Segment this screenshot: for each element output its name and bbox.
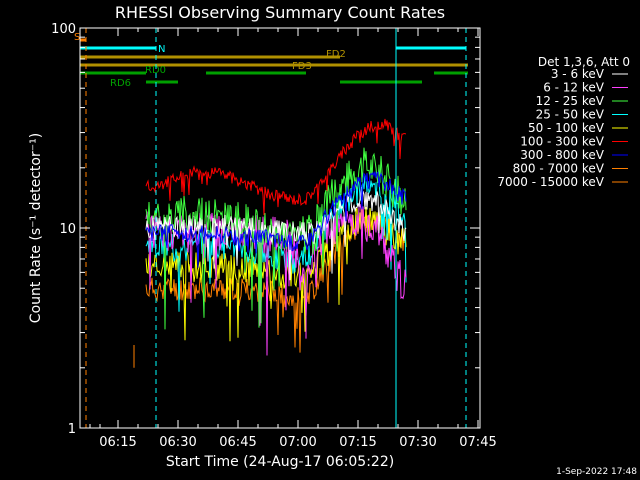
flag-rd6-label: RD6 xyxy=(110,78,131,89)
x-tick-label-6: 07:45 xyxy=(459,435,496,450)
x-axis-label: Start Time (24-Aug-17 06:05:22) xyxy=(166,454,394,470)
legend-label-1: 6 - 12 keV xyxy=(543,81,605,95)
legend-label-7: 800 - 7000 keV xyxy=(513,162,605,176)
y-tick-label-0: 1 xyxy=(68,422,76,437)
y-tick-label-1: 10 xyxy=(59,222,76,237)
legend-label-4: 50 - 100 keV xyxy=(528,121,605,135)
x-tick-label-2: 06:45 xyxy=(219,435,256,450)
legend-label-2: 12 - 25 keV xyxy=(536,94,605,108)
x-tick-label-4: 07:15 xyxy=(339,435,376,450)
x-tick-label-0: 06:15 xyxy=(99,435,136,450)
legend-label-3: 25 - 50 keV xyxy=(536,108,605,122)
y-tick-label-2: 100 xyxy=(51,22,76,37)
chart-title: RHESSI Observing Summary Count Rates xyxy=(115,3,445,22)
legend-label-5: 100 - 300 keV xyxy=(520,135,604,149)
x-tick-label-5: 07:30 xyxy=(399,435,436,450)
flag-fd2-label: FD2 xyxy=(326,49,346,60)
x-tick-label-3: 07:00 xyxy=(279,435,316,450)
series-traces xyxy=(134,119,406,368)
timestamp: 1-Sep-2022 17:48 xyxy=(556,467,637,477)
y-axis-label: Count Rate (s⁻¹ detector⁻¹) xyxy=(28,133,44,323)
legend-label-6: 300 - 800 keV xyxy=(520,148,604,162)
flag-n-label: N xyxy=(158,44,165,55)
legend-label-8: 7000 - 15000 keV xyxy=(497,175,604,189)
x-tick-label-1: 06:30 xyxy=(159,435,196,450)
legend-label-0: 3 - 6 keV xyxy=(551,67,605,81)
flag-fd3-label: FD3 xyxy=(292,61,312,72)
